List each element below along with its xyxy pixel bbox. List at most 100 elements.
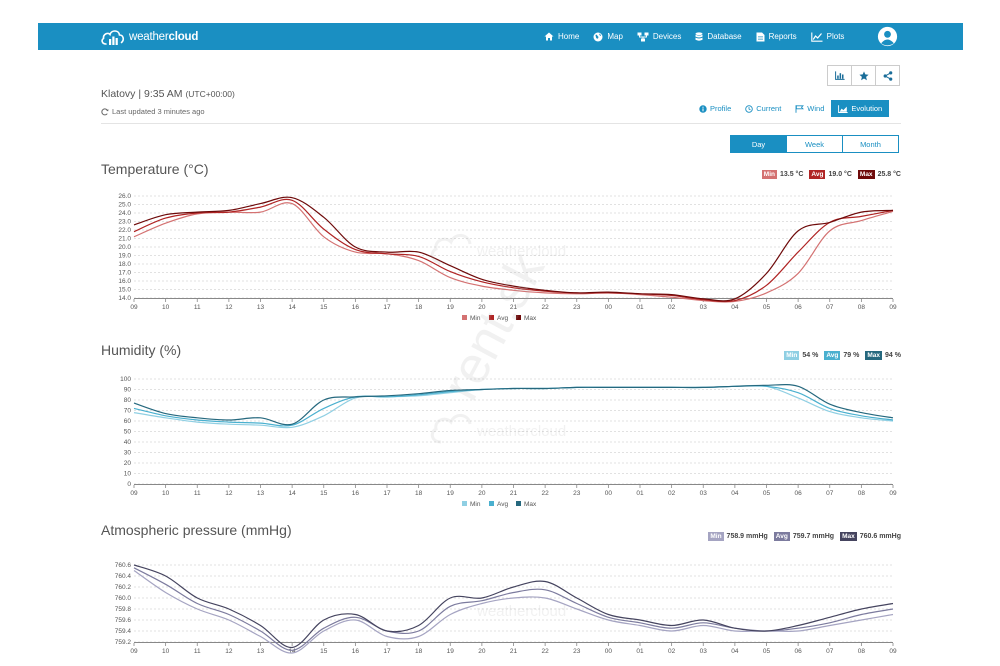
pressure-x-tick-label: 09 xyxy=(130,648,138,655)
pressure-x-tick-label: 15 xyxy=(320,648,328,655)
pressure-x-tick-label: 20 xyxy=(478,648,486,655)
pressure-y-tick-label: 759.2 xyxy=(115,639,132,646)
nav-plots[interactable]: Plots xyxy=(810,32,844,42)
humidity-series-avg-line xyxy=(133,385,894,427)
pressure-x-tick-label: 00 xyxy=(605,648,613,655)
pressure-x-tick-label: 04 xyxy=(731,648,739,655)
line-chart-icon xyxy=(810,32,823,42)
nav-home[interactable]: Home xyxy=(544,32,579,41)
refresh-icon xyxy=(101,107,109,115)
temperature-x-tick-label: 09 xyxy=(889,304,897,311)
weathercloud-logo[interactable]: weathercloud xyxy=(100,26,198,47)
humidity-grid: 0 10 20 30 40 50 60 70 80 90 100 xyxy=(120,376,893,488)
pressure-chart[interactable]: 759.2 759.4 759.6 759.8 760.0 760.2 760.4 760.6… xyxy=(100,552,905,666)
share-icon xyxy=(883,70,892,81)
pressure-x-tick-label: 19 xyxy=(447,648,455,655)
pressure-y-tick-label: 760.2 xyxy=(115,584,132,591)
humidity-chart-title: Humidity (%) xyxy=(101,342,182,358)
temperature-chart-title: Temperature (°C) xyxy=(101,161,209,177)
temperature-y-tick-label: 18.0 xyxy=(118,261,131,268)
humidity-x-tick-label: 04 xyxy=(731,490,739,497)
pressure-x-tick-label: 22 xyxy=(542,648,550,655)
pressure-x-tick-label: 10 xyxy=(162,648,170,655)
tab-profile[interactable]: Profile xyxy=(692,100,738,117)
temperature-y-tick-label: 19.0 xyxy=(118,253,131,260)
pressure-x-tick-label: 07 xyxy=(826,648,834,655)
pressure-min-badge: Min xyxy=(708,532,724,541)
favorite-button[interactable] xyxy=(851,65,876,86)
temperature-y-tick-label: 20.0 xyxy=(118,244,131,251)
station-name: Klatovy | 9:35 AM xyxy=(101,88,183,100)
humidity-x-tick-label: 11 xyxy=(194,490,201,497)
humidity-x-tick-label: 23 xyxy=(573,490,581,497)
temperature-y-tick-label: 23.0 xyxy=(118,219,131,226)
share-button[interactable] xyxy=(875,65,900,86)
humidity-y-tick-label: 100 xyxy=(120,376,131,383)
humidity-legend-swatch-avg xyxy=(489,501,494,506)
temperature-legend[interactable]: Min Avg Max xyxy=(462,315,537,322)
pressure-series-max-line xyxy=(133,564,894,649)
humidity-legend[interactable]: Min Avg Max xyxy=(462,501,537,508)
period-month-button[interactable]: Month xyxy=(842,135,899,153)
pressure-max-badge: Max xyxy=(840,532,857,541)
temperature-series-avg-line xyxy=(133,198,894,303)
pressure-max-value: 760.6 mmHg xyxy=(859,533,901,540)
pressure-grid: 759.2 759.4 759.6 759.8 760.0 760.2 760.4 760.6 xyxy=(115,562,893,646)
humidity-min-value: 54 % xyxy=(802,352,819,359)
temperature-max-value: 25.8 °C xyxy=(877,171,901,178)
humidity-x-tick-label: 02 xyxy=(668,490,676,497)
temperature-legend-swatch-max xyxy=(516,315,521,320)
nav-map[interactable]: Map xyxy=(593,32,623,42)
humidity-y-tick-label: 20 xyxy=(124,460,132,467)
humidity-x-tick-label: 03 xyxy=(700,490,708,497)
temperature-legend-swatch-min xyxy=(462,315,467,320)
bar-chart-button[interactable] xyxy=(827,65,852,86)
temperature-min-value: 13.5 °C xyxy=(779,171,804,178)
humidity-x-tick-label: 00 xyxy=(605,490,613,497)
nav-reports[interactable]: Reports xyxy=(756,32,797,42)
tab-current[interactable]: Current xyxy=(738,100,788,117)
humidity-max-value: 94 % xyxy=(885,352,901,359)
nav-devices[interactable]: Devices xyxy=(637,32,681,42)
pressure-x-tick-label: 05 xyxy=(763,648,771,655)
nav-devices-label: Devices xyxy=(652,32,682,41)
tab-evolution[interactable]: Evolution xyxy=(831,100,890,117)
pressure-x-tick-label: 13 xyxy=(257,648,265,655)
header-divider xyxy=(101,123,901,124)
humidity-x-tick-label: 12 xyxy=(225,490,233,497)
tab-profile-label: Profile xyxy=(710,104,732,113)
humidity-avg-value: 79 % xyxy=(843,352,860,359)
humidity-y-tick-label: 60 xyxy=(124,418,132,425)
pressure-x-tick-label: 03 xyxy=(700,648,708,655)
humidity-x-tick-label: 06 xyxy=(795,490,803,497)
temperature-max-badge: Max xyxy=(857,170,875,179)
station-timezone: (UTC+00:00) xyxy=(185,89,235,99)
humidity-y-tick-label: 90 xyxy=(124,387,132,394)
period-day-button[interactable]: Day xyxy=(730,135,787,153)
nav-database[interactable]: Database xyxy=(695,31,742,42)
tab-wind[interactable]: Wind xyxy=(788,100,831,117)
user-avatar-icon[interactable] xyxy=(877,26,898,47)
temperature-legend-label-max: Max xyxy=(524,315,537,322)
temperature-x-tick-label: 11 xyxy=(194,304,201,311)
nav-home-label: Home xyxy=(558,32,580,41)
humidity-x-tick-label: 09 xyxy=(889,490,897,497)
pressure-x-tick-label: 18 xyxy=(415,648,423,655)
temperature-x-tick-label: 13 xyxy=(257,304,265,311)
humidity-x-tick-label: 19 xyxy=(447,490,455,497)
humidity-x-tick-label: 17 xyxy=(383,490,391,497)
pressure-x-tick-label: 21 xyxy=(510,648,518,655)
temperature-x-tick-label: 04 xyxy=(731,304,739,311)
period-week-button[interactable]: Week xyxy=(786,135,843,153)
temperature-y-tick-label: 15.0 xyxy=(118,287,131,294)
pressure-x-tick-label: 06 xyxy=(795,648,803,655)
humidity-y-tick-label: 0 xyxy=(127,481,131,488)
temperature-x-tick-label: 14 xyxy=(289,304,297,311)
humidity-y-tick-label: 40 xyxy=(124,439,132,446)
nav-database-label: Database xyxy=(707,32,742,41)
pressure-x-tick-label: 12 xyxy=(225,648,233,655)
temperature-x-tick-label: 20 xyxy=(478,304,486,311)
temperature-avg-badge: Avg xyxy=(809,170,826,179)
temperature-chart[interactable]: 14.015.0 16.017.0 18.019.0 20.021.0 22.023.0… xyxy=(100,185,905,335)
